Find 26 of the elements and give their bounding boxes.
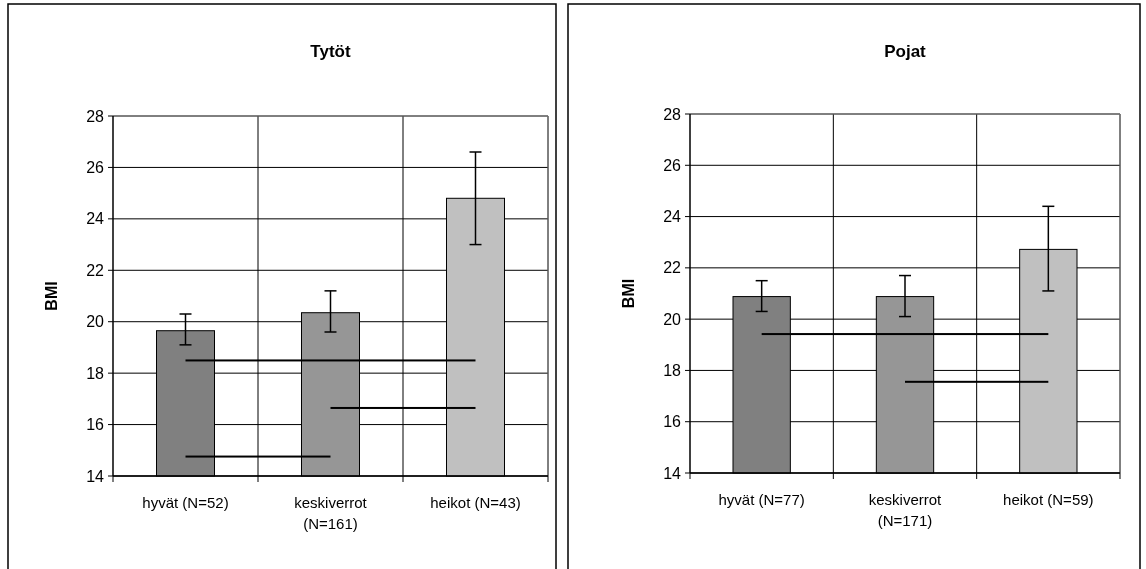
y-tick-label: 16 bbox=[86, 416, 105, 434]
y-tick-label: 26 bbox=[86, 159, 105, 177]
x-tick-label: heikot (N=59) bbox=[1003, 491, 1094, 508]
y-tick-label: 24 bbox=[86, 210, 105, 228]
y-tick-label: 20 bbox=[663, 310, 682, 328]
x-tick-label: keskiverrot (N=161) bbox=[294, 494, 368, 532]
y-tick-label: 28 bbox=[663, 105, 682, 123]
y-tick-label: 28 bbox=[86, 107, 105, 125]
y-tick-label: 16 bbox=[663, 413, 682, 431]
y-tick-label: 14 bbox=[663, 464, 682, 482]
x-tick-label: keskiverrot (N=171) bbox=[868, 491, 943, 529]
chart-title: Pojat bbox=[884, 42, 927, 61]
y-tick-label: 22 bbox=[86, 261, 105, 279]
y-tick-label: 22 bbox=[663, 259, 682, 277]
y-axis-title: BMI bbox=[43, 281, 60, 311]
y-tick-label: 24 bbox=[663, 208, 682, 226]
x-tick-label: hyvät (N=77) bbox=[718, 491, 805, 508]
chart-title: Tytöt bbox=[310, 42, 351, 61]
y-tick-label: 18 bbox=[663, 362, 682, 380]
x-tick-label: hyvät (N=52) bbox=[142, 494, 229, 511]
y-tick-label: 14 bbox=[86, 467, 105, 485]
y-axis-title: BMI bbox=[620, 278, 637, 309]
x-tick-label: heikot (N=43) bbox=[430, 494, 521, 511]
y-tick-label: 26 bbox=[663, 156, 682, 174]
y-tick-label: 20 bbox=[86, 313, 105, 331]
y-tick-label: 18 bbox=[86, 364, 105, 382]
